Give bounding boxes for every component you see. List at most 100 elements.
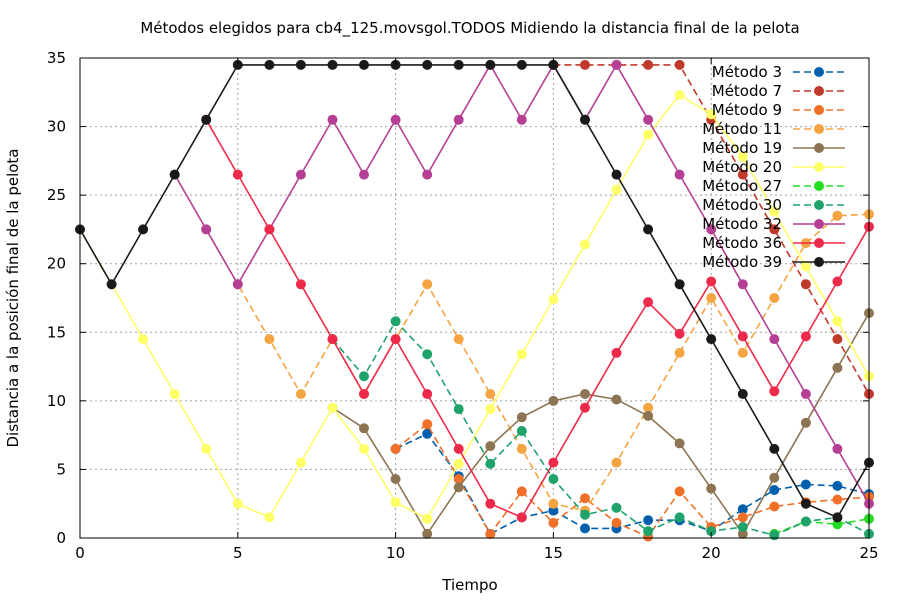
data-point bbox=[390, 497, 401, 508]
data-point bbox=[580, 493, 590, 504]
data-point bbox=[453, 404, 464, 415]
data-point bbox=[232, 498, 243, 509]
data-point bbox=[674, 486, 685, 497]
data-point bbox=[359, 59, 369, 70]
data-point bbox=[548, 474, 559, 484]
data-point bbox=[422, 513, 433, 524]
data-point bbox=[769, 485, 780, 495]
data-point bbox=[580, 114, 590, 125]
legend-marker bbox=[814, 200, 824, 210]
series-line bbox=[774, 518, 870, 535]
legend-marker bbox=[814, 257, 824, 267]
data-point bbox=[485, 458, 496, 469]
data-point bbox=[201, 114, 212, 125]
data-point bbox=[422, 528, 433, 539]
series-line bbox=[331, 319, 870, 537]
data-point bbox=[422, 169, 433, 180]
x-tick-label: 5 bbox=[233, 544, 243, 562]
data-point bbox=[138, 334, 149, 345]
y-tick-label: 20 bbox=[47, 255, 66, 273]
legend-label: Método 27 bbox=[702, 177, 782, 195]
data-point bbox=[485, 389, 496, 399]
data-point bbox=[706, 293, 717, 303]
y-tick-label: 0 bbox=[56, 529, 66, 547]
data-point bbox=[643, 526, 654, 537]
data-point bbox=[138, 224, 149, 235]
data-point bbox=[548, 294, 559, 305]
data-point bbox=[611, 394, 622, 405]
data-point bbox=[769, 501, 780, 512]
x-tick-label: 10 bbox=[386, 544, 405, 562]
data-point bbox=[327, 114, 338, 125]
data-point bbox=[674, 347, 685, 358]
y-tick-label: 15 bbox=[47, 323, 66, 341]
data-point bbox=[737, 504, 748, 515]
data-point bbox=[769, 472, 780, 483]
data-point bbox=[706, 334, 717, 345]
data-point bbox=[832, 512, 843, 523]
data-point bbox=[295, 169, 306, 180]
data-point bbox=[706, 276, 717, 287]
series-line bbox=[205, 213, 870, 512]
data-point bbox=[737, 169, 748, 180]
data-point bbox=[359, 389, 369, 399]
series-line bbox=[395, 423, 870, 538]
data-point bbox=[706, 526, 717, 537]
x-tick-label: 20 bbox=[702, 544, 721, 562]
data-point bbox=[737, 389, 748, 399]
legend-label: Método 3 bbox=[712, 63, 782, 81]
data-point bbox=[800, 389, 811, 399]
data-point bbox=[800, 479, 811, 490]
x-tick-label: 25 bbox=[859, 544, 878, 562]
data-point bbox=[295, 457, 306, 468]
data-point bbox=[832, 362, 843, 373]
data-point bbox=[422, 59, 433, 70]
series-5 bbox=[327, 308, 874, 539]
legend-marker bbox=[814, 67, 824, 77]
data-point bbox=[611, 517, 622, 528]
data-point bbox=[485, 59, 496, 70]
legend-marker bbox=[814, 86, 824, 96]
data-point bbox=[674, 90, 685, 100]
y-tick-label: 25 bbox=[47, 186, 66, 204]
data-point bbox=[706, 483, 717, 494]
data-point bbox=[580, 523, 590, 534]
data-point bbox=[674, 512, 685, 523]
legend-label: Método 39 bbox=[702, 253, 782, 271]
data-point bbox=[548, 498, 559, 509]
data-point bbox=[485, 498, 496, 509]
legend-marker bbox=[814, 219, 824, 229]
data-point bbox=[737, 512, 748, 523]
data-point bbox=[769, 293, 780, 303]
data-point bbox=[453, 474, 464, 484]
data-point bbox=[611, 502, 622, 513]
data-point bbox=[737, 331, 748, 342]
data-point bbox=[485, 441, 496, 452]
data-point bbox=[800, 417, 811, 428]
data-point bbox=[390, 59, 401, 70]
data-point bbox=[706, 109, 717, 120]
legend-marker bbox=[814, 162, 824, 172]
data-point bbox=[643, 515, 654, 526]
legend-marker bbox=[814, 181, 824, 191]
data-point bbox=[800, 279, 811, 290]
data-point bbox=[737, 522, 748, 532]
legend-label: Método 36 bbox=[702, 234, 782, 252]
data-point bbox=[453, 114, 464, 125]
data-point bbox=[264, 59, 275, 70]
data-point bbox=[453, 334, 464, 345]
data-point bbox=[422, 419, 433, 430]
data-point bbox=[422, 389, 433, 399]
data-point bbox=[485, 404, 496, 415]
data-point bbox=[580, 239, 590, 250]
legend-label: Método 9 bbox=[712, 101, 782, 119]
data-point bbox=[516, 349, 527, 360]
y-tick-label: 30 bbox=[47, 118, 66, 136]
legend-label: Método 30 bbox=[702, 196, 782, 214]
data-point bbox=[359, 423, 369, 434]
data-point bbox=[769, 443, 780, 454]
data-point bbox=[769, 224, 780, 235]
data-point bbox=[548, 505, 559, 516]
